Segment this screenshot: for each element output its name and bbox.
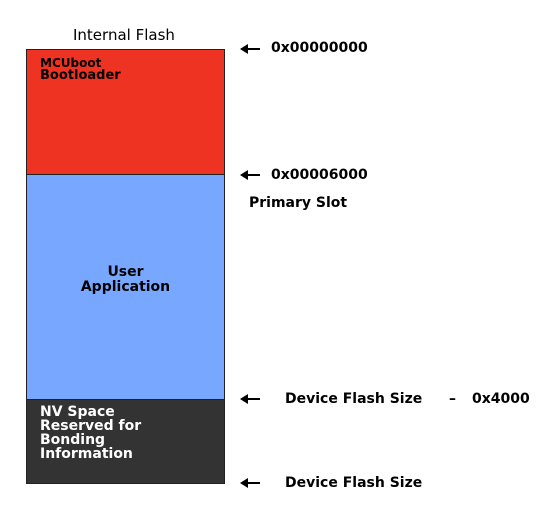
primary-slot-label: Primary Slot <box>249 195 348 211</box>
slot-address: 0x00006000 <box>271 167 368 183</box>
nv-space-label-line: Bonding <box>40 432 106 448</box>
application-label-line: Application <box>80 279 171 295</box>
nv-space-label-line: Information <box>40 446 133 462</box>
nv-space-region <box>26 400 225 484</box>
bootloader-region <box>26 49 225 175</box>
flash-end-label: Device Flash Size <box>285 475 423 491</box>
diagram-title: Internal Flash <box>73 26 175 44</box>
bootloader-label-line1: MCUboot <box>40 56 102 70</box>
nv-space-label: NV Space Reserved for Bonding Informatio… <box>40 405 141 461</box>
left-arrow-icon <box>240 170 260 180</box>
nv-start-label: Device Flash Size <box>285 391 423 407</box>
left-arrow-icon <box>240 44 260 54</box>
start-address: 0x00000000 <box>271 40 368 56</box>
nv-offset: 0x4000 <box>472 391 530 407</box>
left-arrow-icon <box>240 478 260 488</box>
application-label-line: User <box>107 264 144 280</box>
bootloader-label-line2: Bootloader <box>40 68 121 83</box>
application-label: User Application <box>26 265 225 295</box>
application-region <box>26 175 225 400</box>
nv-minus-sign: – <box>449 391 456 407</box>
left-arrow-icon <box>240 394 260 404</box>
nv-space-label-line: Reserved for <box>40 418 142 434</box>
nv-space-label-line: NV Space <box>40 404 115 420</box>
